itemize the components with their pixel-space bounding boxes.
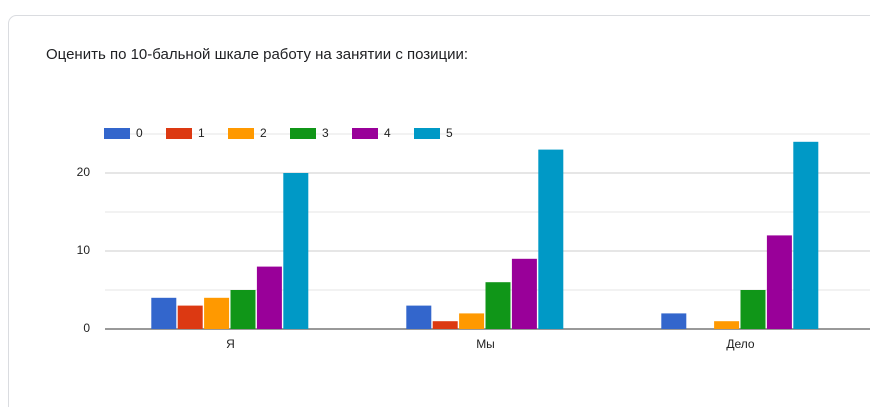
bar xyxy=(459,313,485,329)
y-tick-label: 10 xyxy=(77,243,91,257)
bar xyxy=(766,235,792,329)
legend-swatch xyxy=(414,128,440,139)
legend-swatch xyxy=(166,128,192,139)
legend-label: 5 xyxy=(446,126,453,140)
bar xyxy=(256,266,282,329)
legend-label: 3 xyxy=(322,126,329,140)
bar xyxy=(204,297,230,329)
x-tick-label: Мы xyxy=(476,337,495,351)
bar xyxy=(283,173,309,329)
bar xyxy=(151,297,177,329)
legend-swatch xyxy=(104,128,130,139)
x-tick-label: Дело xyxy=(726,337,755,351)
bar xyxy=(793,141,819,329)
bar xyxy=(485,282,511,329)
y-tick-label: 0 xyxy=(83,321,90,335)
bar xyxy=(177,305,203,329)
legend-label: 2 xyxy=(260,126,267,140)
legend-label: 1 xyxy=(198,126,205,140)
legend-swatch xyxy=(352,128,378,139)
chart-title: Оценить по 10-бальной шкале работу на за… xyxy=(46,46,468,63)
bar xyxy=(714,321,740,329)
bar xyxy=(661,313,687,329)
bar xyxy=(511,258,537,329)
legend-label: 0 xyxy=(136,126,143,140)
legend-swatch xyxy=(290,128,316,139)
legend-label: 4 xyxy=(384,126,391,140)
bar xyxy=(406,305,432,329)
legend-swatch xyxy=(228,128,254,139)
bar xyxy=(538,149,564,329)
bar xyxy=(230,290,256,329)
bar xyxy=(432,321,458,329)
y-tick-label: 20 xyxy=(77,165,91,179)
bar xyxy=(740,290,766,329)
x-tick-label: Я xyxy=(226,337,235,351)
